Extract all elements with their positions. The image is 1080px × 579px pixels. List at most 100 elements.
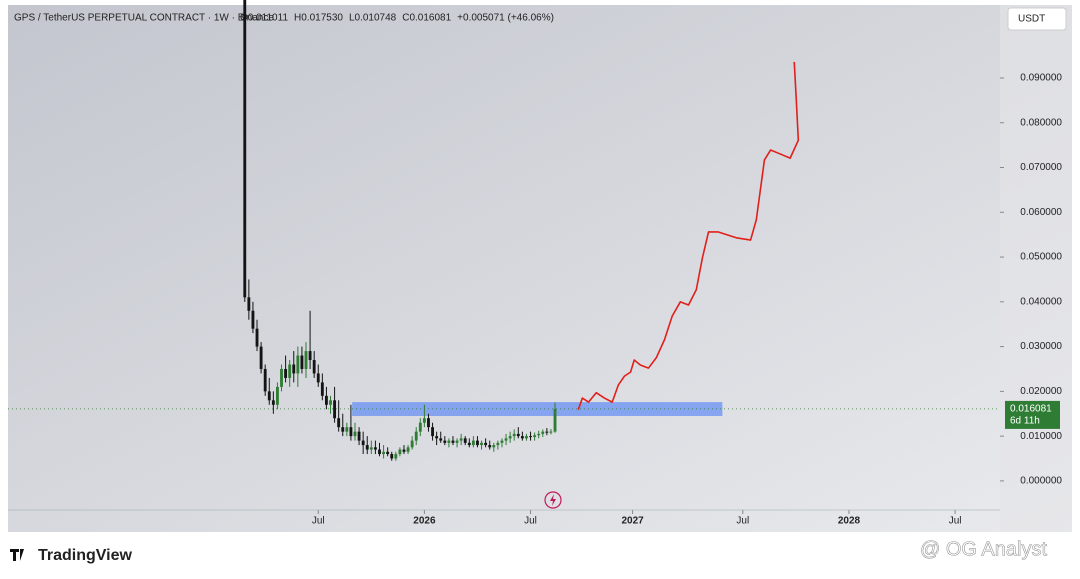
candle-body [337,418,341,428]
candle-body [427,418,430,428]
candle-body [467,442,471,446]
candle-body [349,427,353,437]
logo [10,549,24,561]
candle-body [386,451,390,455]
price-axis [1000,5,1072,532]
ohlc-field: +0.005071 (+46.06%) [457,13,554,24]
y-tick-label: 0.000000 [1020,476,1062,487]
candle-body [247,297,251,311]
candle-body [263,368,267,392]
symbol: GPS / TetherUS PERPETUAL CONTRACT · 1W ·… [14,13,274,24]
currency-button[interactable] [1007,7,1067,31]
candle-body [394,454,398,459]
y-tick-label: 0.030000 [1020,341,1062,352]
x-tick-label: 2028 [838,516,861,527]
last-price-label: 0.016081 [1010,404,1052,415]
event-icon[interactable] [544,491,562,509]
candle-body [545,431,549,433]
candle-body [284,368,288,378]
candle-body [492,445,496,448]
candle-body [549,431,553,433]
candle-body [345,427,349,432]
candle-body [271,400,275,405]
candle-body [435,436,439,439]
candle-body [422,418,426,423]
candle-body [402,449,406,452]
watermark: @ OG Analyst [920,538,1047,560]
candle-body [341,427,345,432]
candle-body [373,447,377,450]
candle-body [471,440,475,446]
candle-body [292,364,296,374]
ohlc-field: O0.011011 [240,13,288,24]
candle-body [255,328,259,347]
candle-body [300,355,304,369]
candle-body [418,422,422,432]
candle-body [484,442,488,446]
currency[interactable]: USDT [1018,14,1045,25]
candle-body [316,373,320,383]
x-tick-label: 2026 [413,516,436,527]
candle-body [243,0,247,298]
x-tick-label: Jul [949,516,962,527]
candle-body [541,431,545,434]
candle-body [398,449,402,455]
candle-body [382,451,386,455]
y-tick-label: 0.080000 [1020,117,1062,128]
x-tick-label: 2027 [621,516,644,527]
candle-body [357,431,361,441]
candle-body [508,436,512,439]
candle-body [459,438,463,441]
candle-body [329,400,332,405]
y-tick-label: 0.070000 [1020,162,1062,173]
plot-background [8,5,1072,532]
countdown: 6d 11h [1010,416,1040,427]
y-tick-label: 0.050000 [1020,252,1062,263]
zone [352,402,723,416]
x-tick-label: Jul [524,516,537,527]
y-tick-label: 0.020000 [1020,386,1062,397]
candle-body [439,438,443,441]
y-tick-label: 0.090000 [1020,73,1062,84]
candle-body [378,449,381,455]
candle-body [553,408,557,432]
x-tick-label: Jul [312,516,325,527]
candle-body [488,445,492,448]
candle-body [463,438,467,443]
candle-body [267,391,271,401]
y-tick-label: 0.060000 [1020,207,1062,218]
candle-body [324,395,328,405]
ohlc-field: L0.010748 [349,13,397,24]
candle-body [361,440,365,446]
candle-body [414,431,418,441]
candle-body [251,310,255,329]
candle-body [447,440,451,443]
candle-body [451,440,455,443]
candle-body [304,351,308,369]
projection-line [577,61,800,410]
candle-body [516,433,520,437]
ohlc-field: C0.016081 [402,13,451,24]
candle-body [365,445,369,450]
candle-body [512,433,516,437]
brand: TradingView [38,547,133,564]
event-icon-bolt [550,494,556,506]
y-tick-label: 0.010000 [1020,431,1062,442]
candle-body [480,442,483,446]
candle-body [476,440,479,446]
candle-body [390,454,394,459]
candle-body [410,440,414,448]
candle-body [312,360,316,374]
candle-body [496,442,500,446]
candle-body [525,436,528,439]
candle-body [259,346,263,369]
candle-body [537,433,541,436]
candle-body [504,438,508,441]
candle-body [533,435,537,438]
candle-body [296,355,300,374]
candle-body [333,400,337,419]
last-price-box [1005,400,1060,429]
candle-body [369,447,373,450]
